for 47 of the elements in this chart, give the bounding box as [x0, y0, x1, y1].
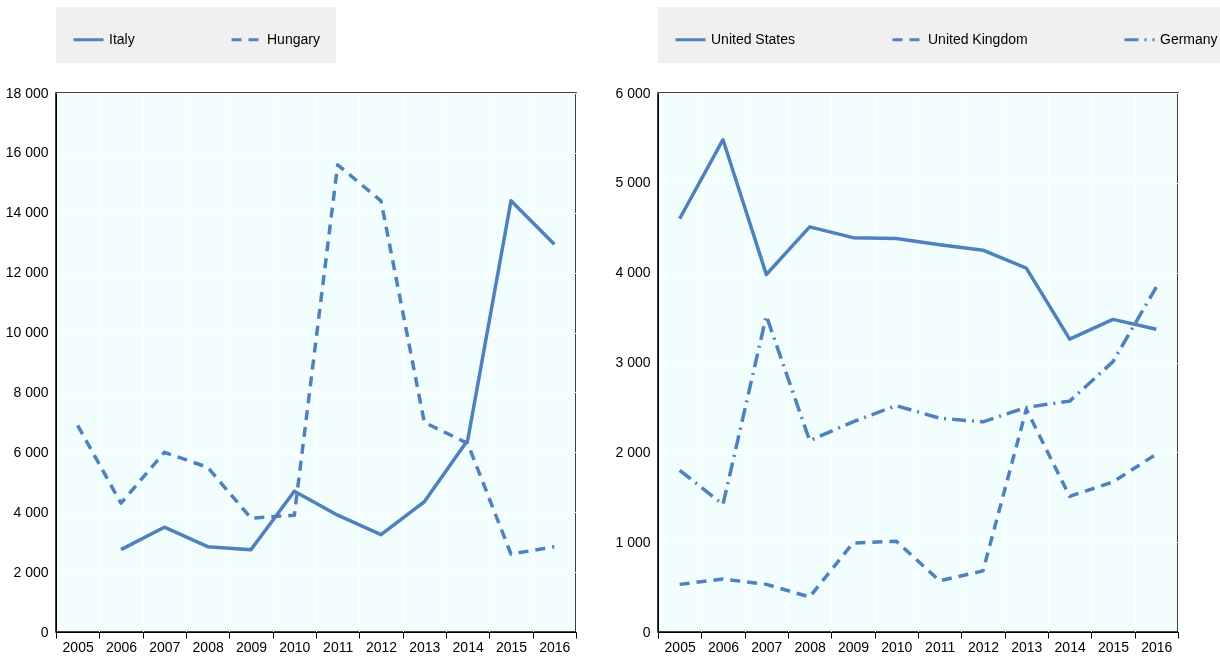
x-tick-label: 2007	[751, 638, 783, 655]
line-series	[75, 163, 557, 556]
x-tick-label: 2015	[1097, 638, 1130, 655]
x-tick-label: 2012	[365, 638, 398, 655]
x-tick-label: 2008	[794, 638, 826, 655]
legend-label: Italy	[109, 30, 135, 47]
x-tick-label: 2006	[707, 638, 740, 655]
y-tick-label: 3 000	[615, 354, 651, 370]
x-tick-label: 2016	[1141, 638, 1173, 655]
legend-label: United Kingdom	[928, 30, 1028, 47]
x-tick-label: 2016	[539, 638, 571, 655]
legend-label: United States	[711, 30, 796, 47]
y-tick-label: 5 000	[615, 174, 651, 191]
y-tick-label: 6 000	[13, 443, 49, 460]
y-tick-label: 4 000	[13, 503, 49, 520]
x-tick-label: 2006	[105, 638, 138, 655]
x-tick-label: 2009	[837, 638, 870, 655]
x-tick-label: 2011	[323, 638, 354, 655]
x-tick-label: 2005	[62, 638, 94, 655]
x-tick-label: 2010	[881, 638, 913, 655]
y-tick-label: 18 000	[5, 84, 49, 101]
y-tick-label: 0	[642, 623, 651, 640]
y-tick-label: 14 000	[5, 204, 49, 221]
x-tick-label: 2014	[452, 638, 484, 655]
legend-label: Germany	[1160, 30, 1218, 47]
x-tick-label: 2013	[409, 638, 441, 655]
x-tick-label: 2011	[925, 638, 956, 655]
x-tick-label: 2013	[1011, 638, 1043, 655]
y-tick-label: 6 000	[615, 84, 651, 101]
y-tick-label: 8 000	[13, 383, 49, 400]
y-tick-label: 2 000	[13, 563, 49, 580]
x-tick-label: 2009	[235, 638, 268, 655]
x-tick-label: 2007	[149, 638, 181, 655]
x-tick-label: 2015	[495, 638, 528, 655]
y-tick-label: 2 000	[615, 443, 651, 460]
y-tick-label: 0	[40, 623, 49, 640]
x-tick-label: 2012	[967, 638, 1000, 655]
y-tick-label: 12 000	[5, 264, 49, 281]
y-tick-label: 10 000	[5, 324, 49, 341]
x-tick-label: 2014	[1054, 638, 1086, 655]
y-tick-label: 1 000	[615, 533, 651, 550]
x-tick-label: 2008	[192, 638, 224, 655]
y-tick-label: 16 000	[5, 144, 49, 161]
x-tick-label: 2010	[279, 638, 311, 655]
y-tick-label: 4 000	[615, 264, 651, 281]
legend-label: Hungary	[267, 30, 320, 47]
x-tick-label: 2005	[664, 638, 696, 655]
